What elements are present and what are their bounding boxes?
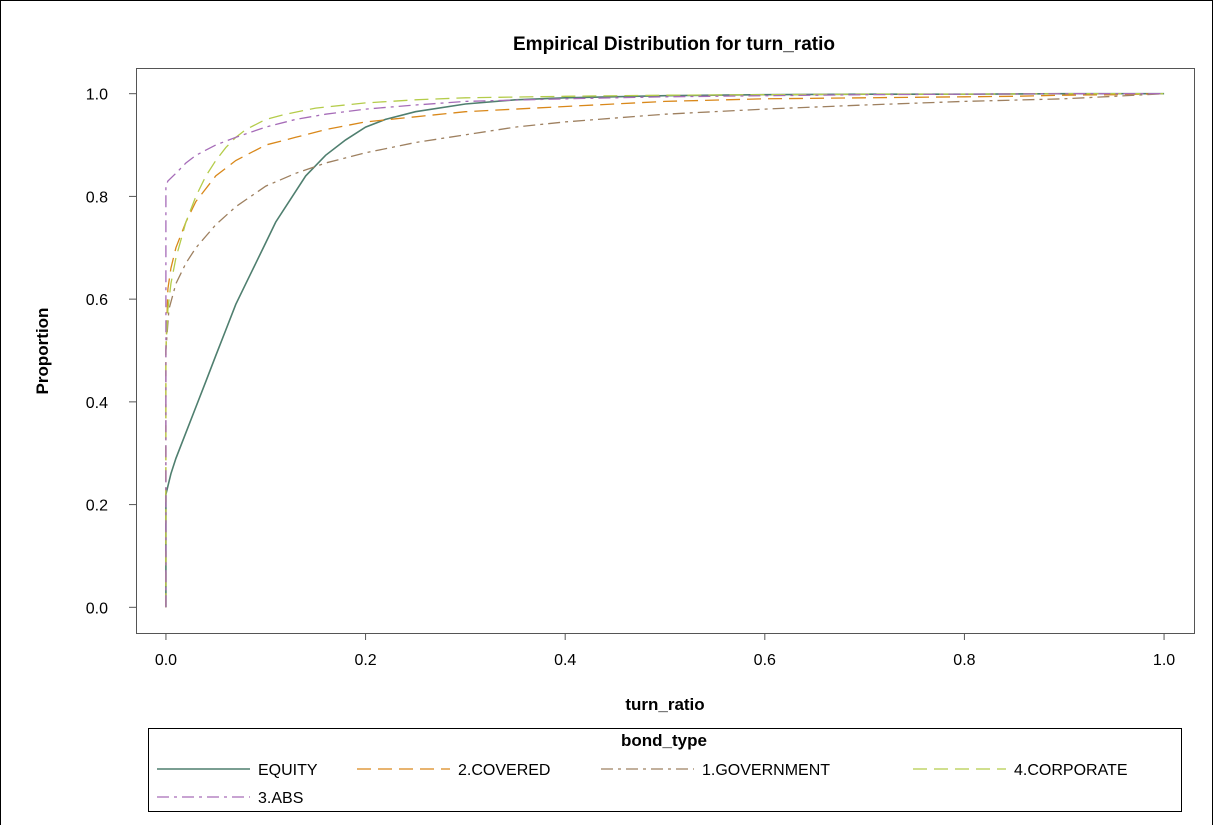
- x-tick-label: 1.0: [1153, 652, 1175, 669]
- legend: bond_type EQUITY 2.COVERED 1.GOVERNMENT 4.C…: [148, 728, 1182, 812]
- y-tick-label: 0.2: [86, 498, 108, 515]
- y-tick-label: 0.6: [86, 292, 108, 309]
- x-tick-label: 0.8: [953, 652, 975, 669]
- legend-label: EQUITY: [258, 762, 318, 779]
- legend-label: 1.GOVERNMENT: [702, 762, 830, 779]
- y-tick-label: 0.0: [86, 600, 108, 617]
- x-axis-label: turn_ratio: [625, 695, 704, 714]
- series-line-equity: [165, 92, 1165, 608]
- y-tick-label: 0.4: [86, 395, 108, 412]
- x-axis: 0.0 0.2 0.4 0.6 0.8 1.0: [155, 633, 1175, 669]
- series-layer: [165, 92, 1165, 608]
- series-line-1-government: [165, 93, 1165, 608]
- x-tick-label: 0.0: [155, 652, 177, 669]
- y-axis: 0.0 0.2 0.4 0.6 0.8 1.0: [86, 87, 136, 617]
- legend-entries: EQUITY 2.COVERED 1.GOVERNMENT 4.CORPORATE 3.…: [157, 762, 1128, 807]
- x-tick-label: 0.2: [354, 652, 376, 669]
- x-tick-label: 0.4: [554, 652, 576, 669]
- legend-title: bond_type: [621, 731, 707, 750]
- legend-label: 3.ABS: [258, 790, 303, 807]
- plot-area: [136, 68, 1195, 634]
- y-axis-label: Proportion: [33, 308, 52, 395]
- legend-label: 4.CORPORATE: [1014, 762, 1128, 779]
- x-tick-label: 0.6: [754, 652, 776, 669]
- chart-title: Empirical Distribution for turn_ratio: [513, 34, 835, 55]
- y-tick-label: 1.0: [86, 87, 108, 104]
- legend-box: [148, 728, 1182, 812]
- y-tick-label: 0.8: [86, 189, 108, 206]
- legend-label: 2.COVERED: [458, 762, 550, 779]
- series-line-3-abs: [165, 93, 1165, 608]
